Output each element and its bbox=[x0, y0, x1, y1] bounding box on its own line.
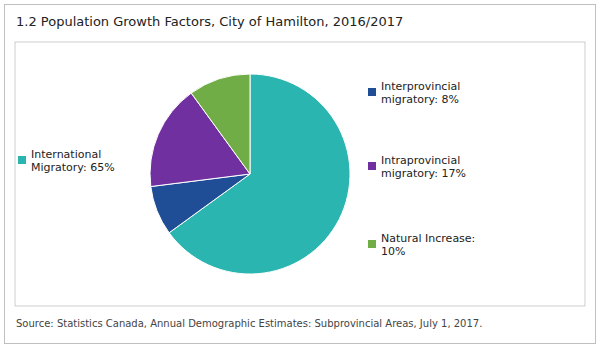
slice-label: Natural Increase:10% bbox=[381, 232, 475, 258]
slice-label: Interprovincialmigratory: 8% bbox=[381, 80, 460, 106]
label-swatch bbox=[368, 88, 376, 96]
label-swatch bbox=[18, 156, 26, 164]
pie bbox=[150, 74, 350, 274]
title: 1.2 Population Growth Factors, City of H… bbox=[16, 14, 403, 29]
source: Source: Statistics Canada, Annual Demogr… bbox=[16, 318, 482, 329]
slice-label: InternationalMigratory: 65% bbox=[31, 148, 115, 174]
outer-border bbox=[5, 5, 596, 344]
chart-box bbox=[15, 42, 585, 306]
labels: InternationalMigratory: 65% Interprovinci… bbox=[18, 80, 475, 258]
slice-label: Intraprovincialmigratory: 17% bbox=[381, 154, 466, 180]
slice bbox=[191, 74, 250, 174]
chart: 1.2 Population Growth Factors, City of H… bbox=[0, 0, 600, 348]
label-swatch bbox=[368, 240, 376, 248]
label-swatch bbox=[368, 162, 376, 170]
